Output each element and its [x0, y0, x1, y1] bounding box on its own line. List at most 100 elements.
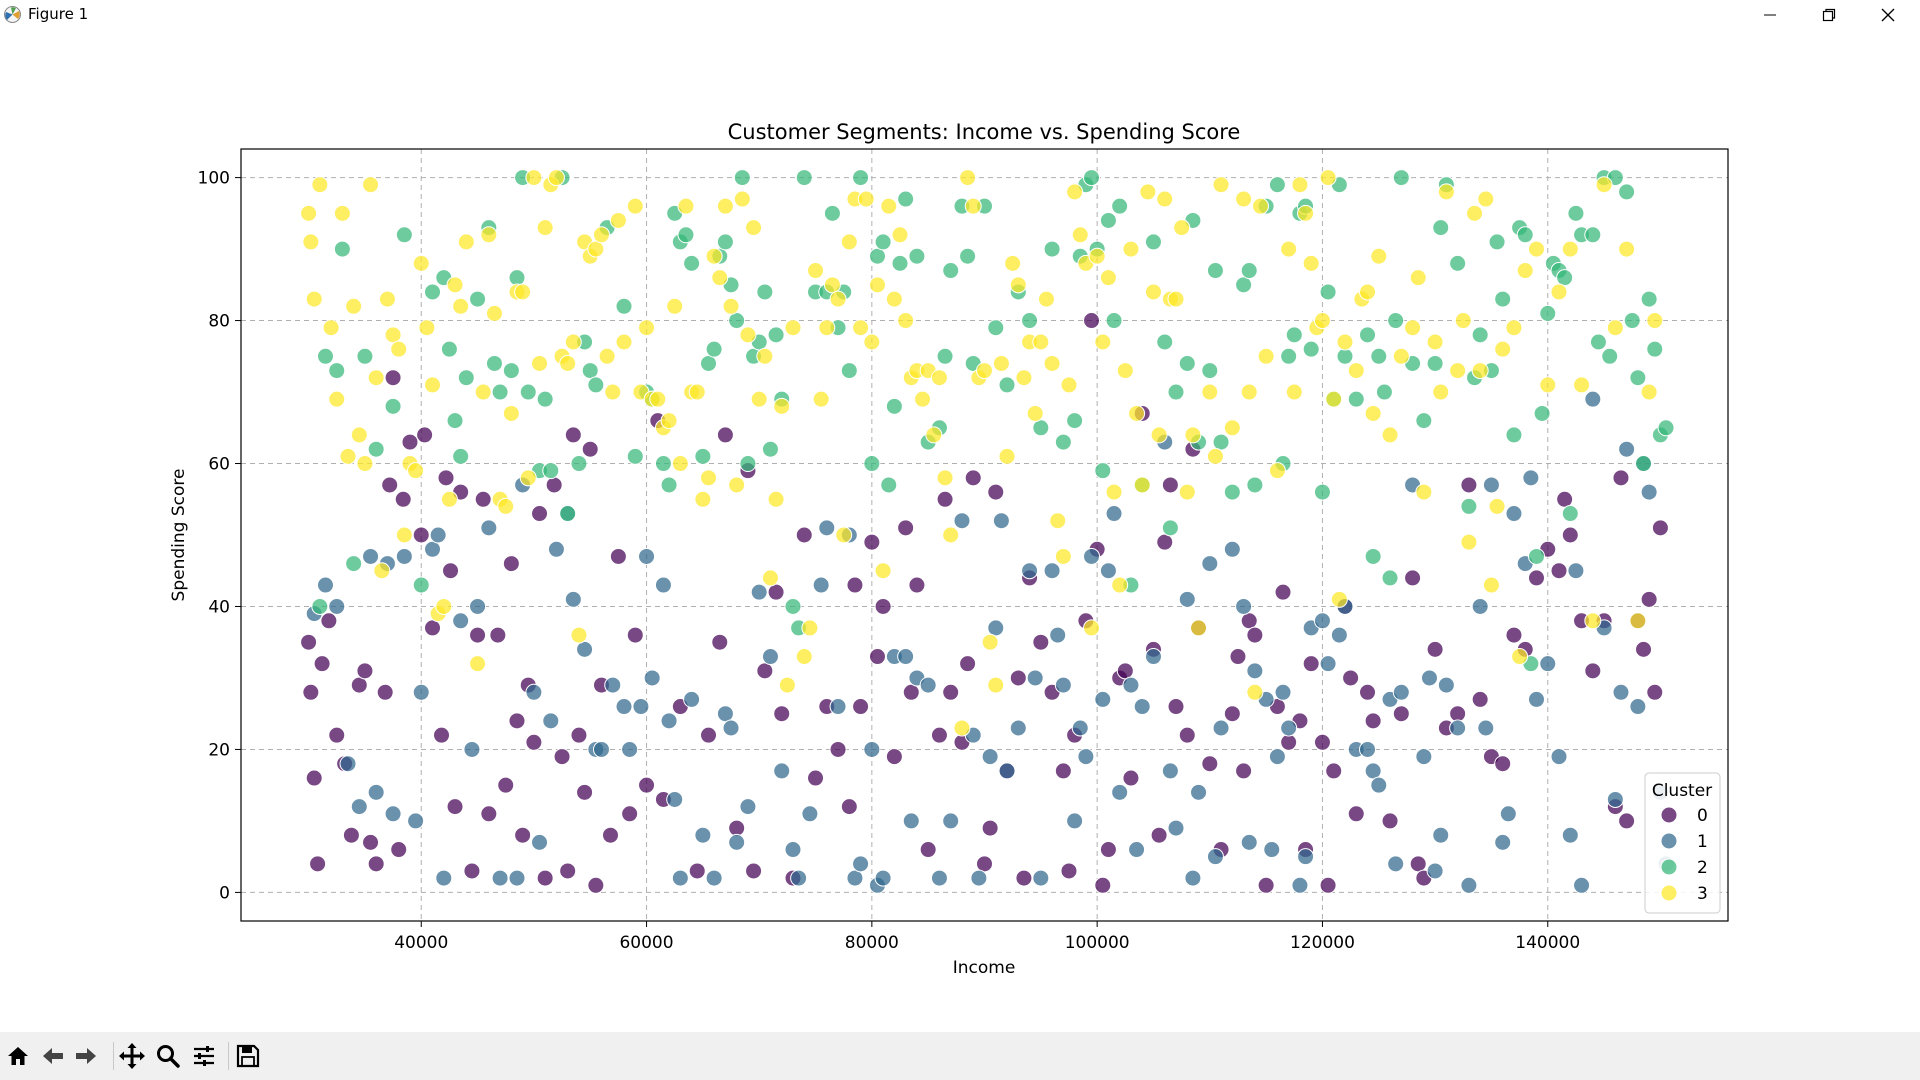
scatter-point-cluster-3: [1083, 619, 1101, 637]
zoom-icon[interactable]: [153, 1041, 183, 1071]
scatter-point-cluster-2: [897, 190, 915, 208]
scatter-point-cluster-1: [1359, 740, 1377, 758]
scatter-point-cluster-0: [1201, 755, 1219, 773]
scatter-point-cluster-3: [1584, 612, 1602, 630]
legend-box: [1644, 772, 1721, 914]
scatter-point-cluster-1: [722, 719, 740, 737]
scatter-point-cluster-1: [1494, 833, 1512, 851]
scatter-point-cluster-3: [1167, 290, 1185, 308]
scatter-point-cluster-3: [536, 219, 554, 237]
scatter-point-cluster-0: [381, 476, 399, 494]
legend-label: 3: [1697, 884, 1708, 904]
scatter-point-cluster-3: [1471, 362, 1489, 380]
home-icon[interactable]: [3, 1041, 33, 1071]
scatter-point-cluster-2: [570, 455, 588, 473]
legend-label: 2: [1697, 858, 1708, 878]
scatter-point-cluster-3: [1291, 176, 1309, 194]
scatter-point-cluster-2: [1111, 197, 1129, 215]
scatter-point-cluster-0: [1527, 569, 1545, 587]
scatter-point-cluster-2: [440, 340, 458, 358]
scatter-point-cluster-2: [1392, 169, 1410, 187]
scatter-point-cluster-3: [474, 383, 492, 401]
scatter-point-cluster-1: [1280, 719, 1298, 737]
scatter-point-cluster-3: [1190, 619, 1208, 637]
scatter-point-cluster-2: [485, 354, 503, 372]
pan-icon[interactable]: [117, 1041, 147, 1071]
scatter-point-cluster-1: [1392, 683, 1410, 701]
scatter-point-cluster-2: [446, 412, 464, 430]
scatter-point-cluster-1: [604, 676, 622, 694]
scatter-point-cluster-1: [328, 597, 346, 615]
scatter-point-cluster-2: [1449, 254, 1467, 272]
close-icon[interactable]: [1859, 0, 1917, 29]
save-icon[interactable]: [233, 1041, 263, 1071]
scatter-point-cluster-3: [1539, 376, 1557, 394]
scatter-point-cluster-0: [474, 490, 492, 508]
scatter-point-cluster-2: [587, 376, 605, 394]
scatter-point-cluster-3: [795, 648, 813, 666]
scatter-point-cluster-1: [1268, 748, 1286, 766]
configure-subplots-icon[interactable]: [189, 1041, 219, 1071]
scatter-point-cluster-2: [1623, 312, 1641, 330]
scatter-point-cluster-2: [1488, 233, 1506, 251]
scatter-point-cluster-3: [880, 197, 898, 215]
scatter-point-cluster-3: [823, 276, 841, 294]
scatter-point-cluster-2: [874, 233, 892, 251]
scatter-point-cluster-3: [1381, 426, 1399, 444]
scatter-point-cluster-1: [863, 740, 881, 758]
scatter-point-cluster-1: [412, 683, 430, 701]
scatter-point-cluster-3: [1404, 319, 1422, 337]
scatter-point-cluster-3: [1466, 204, 1484, 222]
scatter-point-cluster-3: [885, 290, 903, 308]
scatter-point-cluster-3: [930, 369, 948, 387]
scatter-point-cluster-0: [795, 526, 813, 544]
scatter-point-cluster-3: [1088, 247, 1106, 265]
scatter-point-cluster-2: [345, 555, 363, 573]
scatter-point-cluster-1: [1054, 676, 1072, 694]
scatter-point-cluster-0: [350, 676, 368, 694]
scatter-point-cluster-3: [874, 562, 892, 580]
axes-frame: [240, 148, 1729, 922]
scatter-point-cluster-1: [1263, 841, 1281, 859]
back-icon[interactable]: [38, 1041, 68, 1071]
scatter-point-cluster-1: [1561, 826, 1579, 844]
scatter-point-cluster-3: [1054, 547, 1072, 565]
scatter-point-cluster-3: [1032, 333, 1050, 351]
scatter-point-cluster-0: [852, 698, 870, 716]
scatter-point-cluster-0: [320, 612, 338, 630]
scatter-point-cluster-3: [660, 412, 678, 430]
scatter-point-cluster-1: [491, 869, 509, 887]
scatter-point-cluster-3: [987, 676, 1005, 694]
scatter-point-cluster-1: [1482, 476, 1500, 494]
scatter-point-cluster-2: [519, 383, 537, 401]
scatter-point-cluster-3: [1527, 240, 1545, 258]
scatter-point-cluster-3: [1105, 483, 1123, 501]
forward-icon[interactable]: [71, 1041, 101, 1071]
scatter-point-cluster-0: [302, 683, 320, 701]
scatter-point-cluster-3: [1150, 426, 1168, 444]
scatter-point-cluster-0: [489, 626, 507, 644]
scatter-point-cluster-3: [1026, 404, 1044, 422]
scatter-point-cluster-3: [1111, 576, 1129, 594]
scatter-point-cluster-1: [424, 540, 442, 558]
scatter-point-cluster-3: [345, 297, 363, 315]
scatter-point-cluster-3: [942, 526, 960, 544]
scatter-point-cluster-2: [1387, 312, 1405, 330]
minimize-icon[interactable]: [1741, 0, 1799, 29]
figure-canvas[interactable]: 40000 60000 80000 100000 120000 140000 0 20 40 60…: [0, 29, 1920, 1032]
scatter-point-cluster-1: [547, 540, 565, 558]
restore-icon[interactable]: [1800, 0, 1858, 29]
scatter-point-cluster-2: [840, 362, 858, 380]
scatter-point-cluster-3: [356, 455, 374, 473]
window-titlebar: Figure 1: [0, 0, 1920, 29]
scatter-point-cluster-3: [502, 404, 520, 422]
scatter-point-cluster-1: [1606, 790, 1624, 808]
scatter-point-cluster-0: [846, 576, 864, 594]
scatter-point-cluster-0: [1494, 755, 1512, 773]
scatter-point-cluster-3: [570, 626, 588, 644]
scatter-point-cluster-3: [1184, 426, 1202, 444]
scatter-point-cluster-0: [1257, 876, 1275, 894]
scatter-point-cluster-3: [1071, 226, 1089, 244]
scatter-point-cluster-0: [1083, 312, 1101, 330]
scatter-point-cluster-0: [745, 862, 763, 880]
